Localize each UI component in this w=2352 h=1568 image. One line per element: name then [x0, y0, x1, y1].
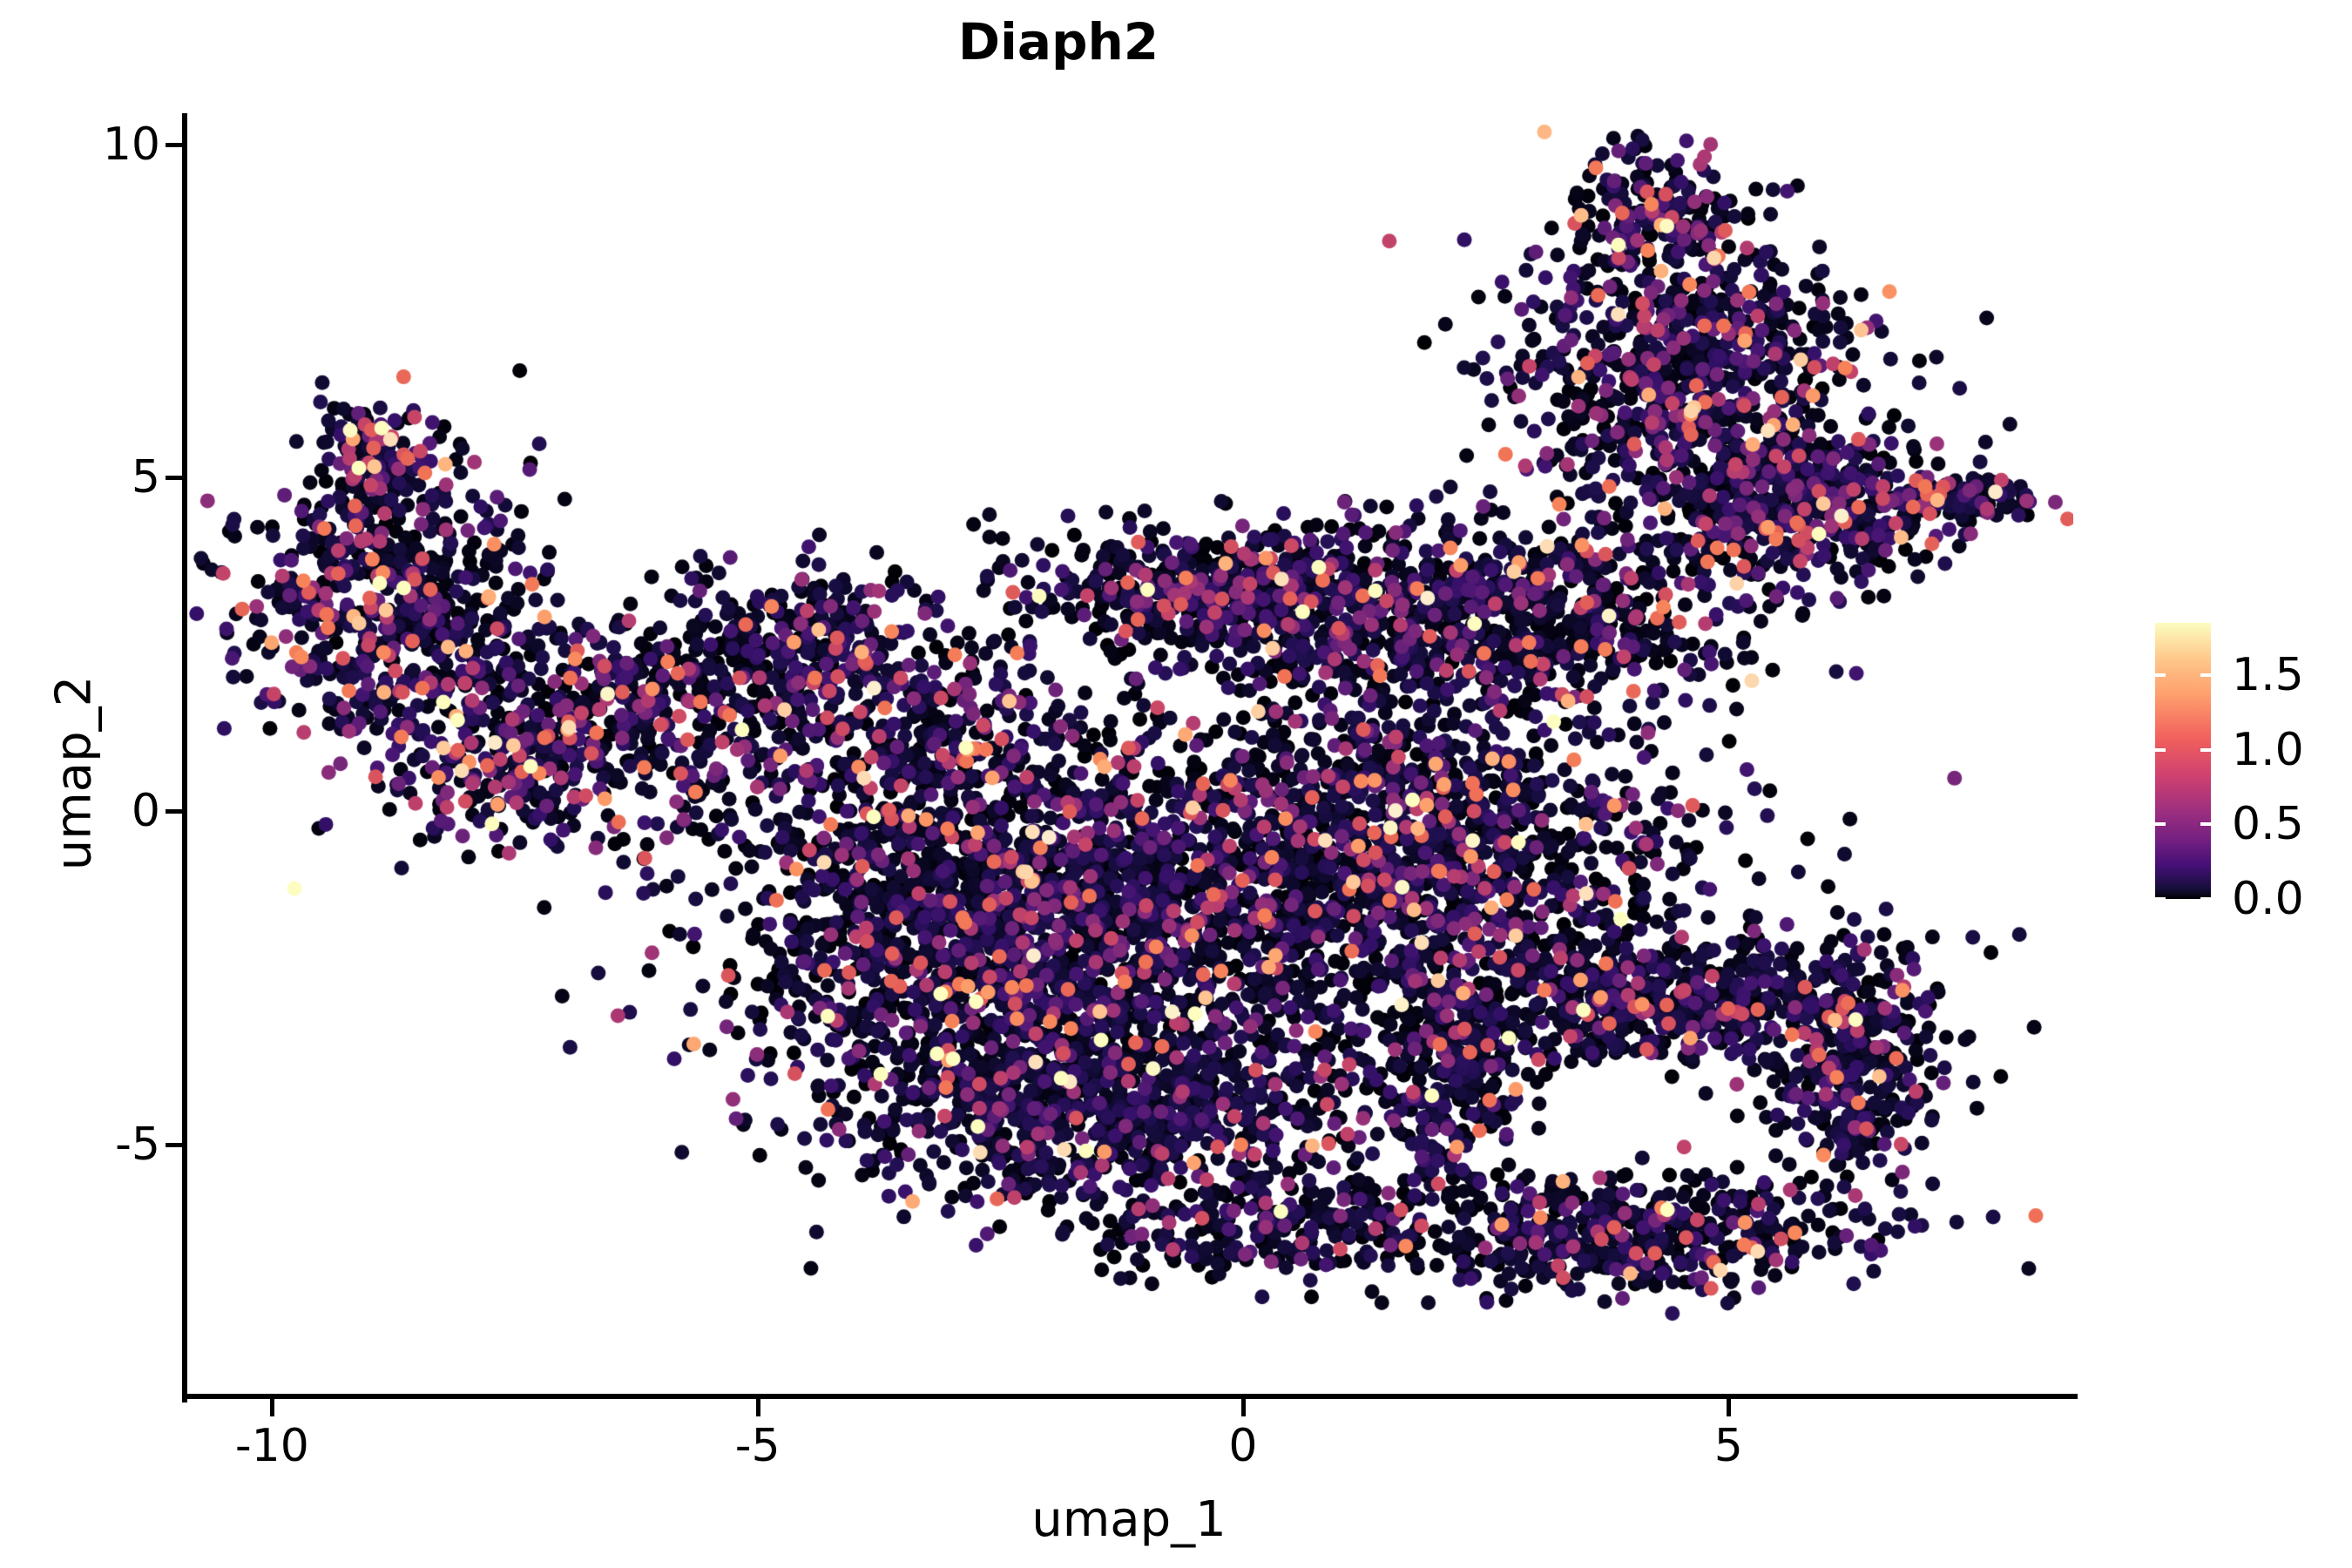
- colorbar-tick-mark: [2155, 822, 2166, 827]
- x-axis-spine: [182, 1394, 2078, 1399]
- y-tick-mark: [166, 809, 183, 814]
- x-tick-mark: [1240, 1399, 1246, 1416]
- colorbar-tick-label: 1.5: [2232, 648, 2304, 701]
- x-tick-mark: [1727, 1399, 1732, 1416]
- y-axis-spine: [182, 113, 187, 1402]
- y-tick-label: 10: [102, 118, 160, 171]
- x-tick-mark: [755, 1399, 760, 1416]
- colorbar-tick-label: 0.0: [2232, 873, 2304, 925]
- scatter-plot-canvas: [185, 118, 2073, 1398]
- page-title: Diaph2: [957, 12, 1159, 71]
- y-tick-label: 0: [131, 785, 160, 838]
- x-tick-label: 5: [1713, 1420, 1743, 1472]
- x-tick-mark: [270, 1399, 275, 1416]
- colorbar-tick-mark: [2200, 897, 2211, 901]
- colorbar-tick-mark: [2200, 822, 2211, 827]
- x-tick-label: -5: [734, 1420, 781, 1472]
- x-tick-label: 0: [1228, 1420, 1258, 1472]
- y-tick-mark: [166, 142, 183, 147]
- y-tick-label: -5: [115, 1119, 160, 1172]
- x-tick-label: -10: [234, 1420, 309, 1472]
- colorbar-tick-label: 0.5: [2232, 798, 2304, 851]
- colorbar-gradient: [2155, 623, 2211, 899]
- colorbar-tick-mark: [2155, 897, 2166, 901]
- y-tick-label: 5: [131, 451, 160, 504]
- y-tick-mark: [166, 476, 183, 481]
- colorbar-tick-label: 1.0: [2232, 723, 2304, 776]
- colorbar-tick-mark: [2200, 747, 2211, 752]
- colorbar: 0.0 0.5 1.0 1.5: [2155, 623, 2347, 922]
- colorbar-tick-mark: [2200, 672, 2211, 677]
- colorbar-tick-mark: [2155, 672, 2166, 677]
- y-axis-label: umap_2: [45, 675, 103, 871]
- x-axis-label: umap_1: [1031, 1491, 1227, 1548]
- colorbar-tick-mark: [2155, 747, 2166, 752]
- y-tick-mark: [166, 1143, 183, 1148]
